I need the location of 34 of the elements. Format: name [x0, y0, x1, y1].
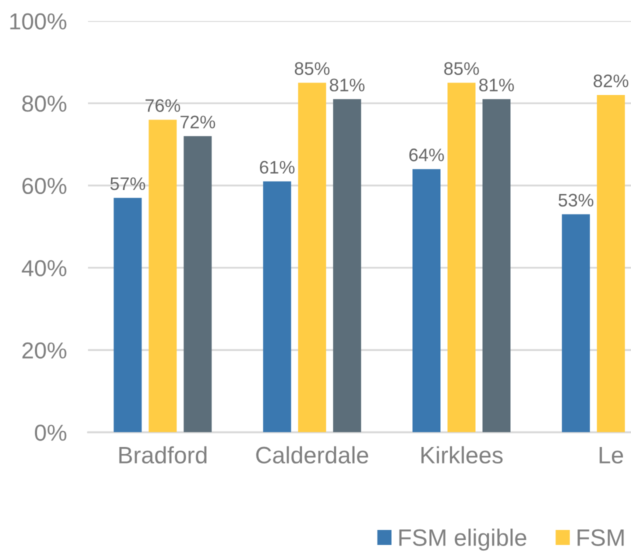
bar	[448, 82, 476, 432]
data-label: 85%	[444, 62, 479, 75]
legend-label: FSM	[578, 529, 624, 546]
data-label: 81%	[330, 78, 365, 92]
x-tick-label: Le	[600, 447, 623, 464]
data-label: 85%	[294, 62, 330, 75]
data-label: 81%	[479, 78, 514, 92]
legend-label: FSM eligible	[399, 528, 526, 551]
y-tick-label: 80%	[22, 96, 66, 112]
bar	[114, 198, 142, 432]
bar	[412, 169, 440, 432]
y-tick-label: 0%	[34, 424, 66, 441]
bar	[298, 82, 326, 432]
data-label: 57%	[110, 177, 146, 190]
bar	[148, 120, 177, 432]
data-label: 82%	[594, 74, 628, 88]
y-tick-label: 60%	[22, 178, 66, 194]
data-label: 61%	[260, 160, 295, 174]
y-tick-label: 100%	[10, 13, 66, 30]
data-label: 76%	[146, 99, 180, 112]
bar	[482, 99, 510, 432]
bar	[263, 181, 292, 432]
bar	[562, 214, 590, 432]
y-tick-label: 20%	[22, 342, 66, 359]
x-tick-label: Calderdale	[256, 446, 368, 464]
bar	[184, 136, 212, 432]
data-label: 53%	[558, 194, 594, 207]
x-tick-label: Bradford	[119, 446, 206, 464]
data-label: 64%	[409, 148, 444, 162]
y-tick-label: 40%	[22, 260, 66, 276]
x-tick-label: Kirklees	[421, 446, 503, 464]
bar	[333, 99, 362, 432]
bar	[596, 95, 625, 432]
data-label: 72%	[180, 116, 216, 128]
